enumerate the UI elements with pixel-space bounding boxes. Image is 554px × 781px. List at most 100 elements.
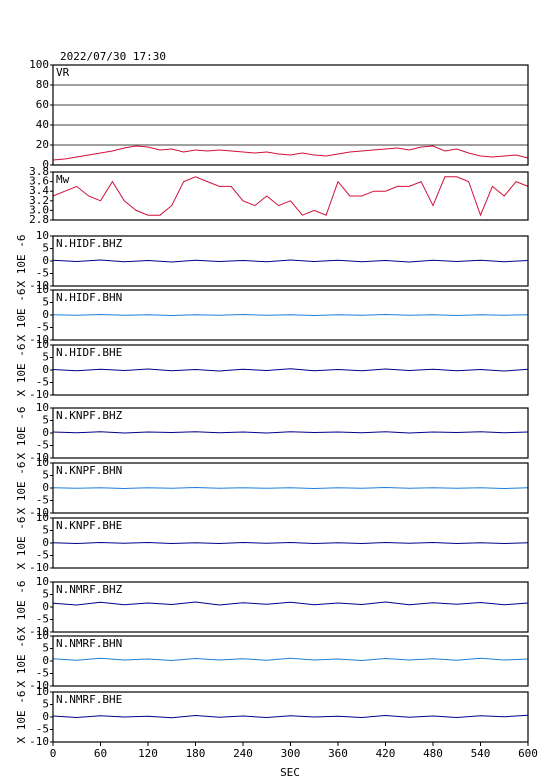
- y-tick-label: 3.2: [29, 194, 49, 207]
- y-tick-label: -10: [29, 333, 49, 346]
- y-tick-label: 5: [42, 296, 49, 309]
- x-tick-label: 420: [376, 747, 396, 760]
- y-tick-label: -5: [36, 267, 49, 280]
- y-tick-label: 10: [36, 629, 49, 642]
- y-axis-label: X 10E -6: [15, 635, 28, 688]
- y-axis-label: X 10E -6: [15, 289, 28, 342]
- panel-frame: [52, 344, 529, 396]
- panel-label: N.KNPF.BHN: [56, 464, 122, 477]
- y-tick-label: 80: [36, 78, 49, 91]
- y-tick-label: -10: [29, 679, 49, 692]
- y-tick-label: 0: [42, 308, 49, 321]
- y-axis-label: X 10E -6: [15, 517, 28, 570]
- panel-frame: [52, 289, 529, 341]
- y-tick-label: 40: [36, 118, 49, 131]
- data-line: [52, 601, 529, 606]
- x-tick-label: 600: [518, 747, 538, 760]
- data-line: [52, 714, 529, 719]
- y-axis-label: X 10E -6: [15, 691, 28, 744]
- y-tick-label: -5: [36, 613, 49, 626]
- y-tick-label: 0: [42, 600, 49, 613]
- panel-label: N.NMRF.BHE: [56, 693, 122, 706]
- y-tick-label: -10: [29, 561, 49, 574]
- panel-frame: [52, 64, 529, 166]
- panel-frame: [52, 407, 529, 459]
- y-tick-label: 20: [36, 138, 49, 151]
- y-tick-label: 10: [36, 575, 49, 588]
- y-tick-label: 2.8: [29, 213, 49, 226]
- data-line: [52, 145, 529, 161]
- y-tick-label: 0: [42, 254, 49, 267]
- y-tick-label: 5: [42, 414, 49, 427]
- y-tick-label: -5: [36, 494, 49, 507]
- y-tick-label: 10: [36, 229, 49, 242]
- y-tick-label: -5: [36, 723, 49, 736]
- y-tick-label: 3.0: [29, 203, 49, 216]
- y-tick-label: 5: [42, 524, 49, 537]
- panel-label: VR: [56, 66, 70, 79]
- panel-frame: [52, 635, 529, 687]
- y-tick-label: 0: [42, 426, 49, 439]
- y-tick-label: 0: [42, 536, 49, 549]
- x-tick-label: 60: [94, 747, 107, 760]
- y-tick-label: -5: [36, 376, 49, 389]
- x-tick-label: 0: [50, 747, 57, 760]
- y-tick-label: 5: [42, 469, 49, 482]
- x-tick-label: 120: [138, 747, 158, 760]
- y-tick-label: 5: [42, 588, 49, 601]
- y-axis-label: X 10E -6: [15, 344, 28, 397]
- y-tick-label: 3.6: [29, 175, 49, 188]
- y-tick-label: 3.8: [29, 165, 49, 178]
- data-line: [52, 431, 529, 434]
- panel-frame: [52, 171, 529, 221]
- y-tick-label: -5: [36, 321, 49, 334]
- y-tick-label: -10: [29, 506, 49, 519]
- panel-label: N.NMRF.BHZ: [56, 583, 123, 596]
- y-tick-label: -10: [29, 279, 49, 292]
- y-tick-label: 0: [42, 710, 49, 723]
- x-tick-label: 360: [328, 747, 348, 760]
- y-tick-label: 10: [36, 283, 49, 296]
- y-tick-label: 5: [42, 642, 49, 655]
- y-tick-label: 10: [36, 511, 49, 524]
- panel-label: N.KNPF.BHE: [56, 519, 122, 532]
- y-tick-label: 10: [36, 338, 49, 351]
- y-tick-label: 100: [29, 58, 49, 71]
- panel-frame: [52, 517, 529, 569]
- x-tick-label: 240: [233, 747, 253, 760]
- y-axis-label: X 10E -6: [15, 581, 28, 634]
- panel-frame: [52, 235, 529, 287]
- data-line: [52, 657, 529, 662]
- panel-label: N.KNPF.BHZ: [56, 409, 123, 422]
- y-tick-label: -5: [36, 549, 49, 562]
- x-tick-label: 300: [281, 747, 301, 760]
- y-tick-label: 0: [42, 158, 49, 171]
- y-axis-label: X 10E -6: [15, 462, 28, 515]
- chart-title: 2022/07/30 17:30: [60, 50, 166, 63]
- x-tick-label: 480: [423, 747, 443, 760]
- y-tick-label: 5: [42, 698, 49, 711]
- y-tick-label: -10: [29, 735, 49, 748]
- data-line: [52, 259, 529, 263]
- data-line: [52, 541, 529, 545]
- x-tick-label: 180: [186, 747, 206, 760]
- x-axis-label: SEC: [280, 766, 300, 779]
- panel-frame: [52, 462, 529, 514]
- panel-label: Mw: [56, 173, 70, 186]
- y-tick-label: 10: [36, 401, 49, 414]
- data-line: [52, 486, 529, 490]
- panel-frame: [52, 581, 529, 633]
- y-tick-label: -10: [29, 451, 49, 464]
- panel-label: N.HIDF.BHN: [56, 291, 122, 304]
- y-tick-label: 3.4: [29, 184, 49, 197]
- y-tick-label: 10: [36, 456, 49, 469]
- y-tick-label: -5: [36, 667, 49, 680]
- y-tick-label: 60: [36, 98, 49, 111]
- y-tick-label: 5: [42, 242, 49, 255]
- y-tick-label: -5: [36, 439, 49, 452]
- x-tick-label: 540: [471, 747, 491, 760]
- y-tick-label: -10: [29, 388, 49, 401]
- y-tick-label: 5: [42, 351, 49, 364]
- panel-label: N.HIDF.BHE: [56, 346, 122, 359]
